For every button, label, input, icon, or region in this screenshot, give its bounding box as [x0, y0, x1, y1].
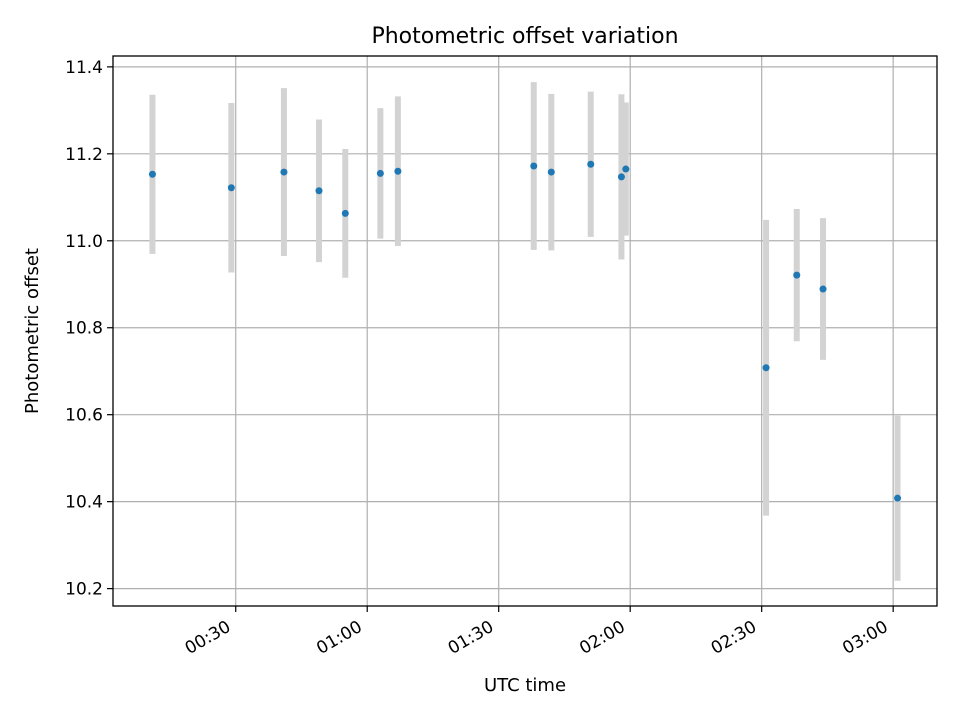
- data-point: [762, 364, 770, 372]
- y-tick-label: 10.4: [65, 493, 103, 513]
- data-point: [376, 169, 384, 177]
- data-point: [587, 160, 595, 168]
- y-axis-ticks: 10.2 10.4 10.6 10.8 11.0 11.2 11.4: [65, 58, 113, 600]
- data-point: [227, 184, 235, 192]
- y-axis-label: Photometric offset: [22, 248, 43, 414]
- data-point: [341, 209, 349, 217]
- data-point: [819, 285, 827, 293]
- y-tick-label: 11.4: [65, 58, 103, 78]
- data-point: [280, 168, 288, 176]
- y-tick-label: 10.2: [65, 580, 103, 600]
- data-point: [622, 165, 630, 173]
- x-axis-label: UTC time: [484, 675, 566, 696]
- y-tick-label: 10.8: [65, 319, 103, 339]
- y-tick-label: 10.6: [65, 406, 103, 426]
- chart-title: Photometric offset variation: [371, 24, 678, 49]
- data-point: [315, 187, 323, 195]
- data-point: [530, 162, 538, 170]
- data-point: [148, 170, 156, 178]
- y-tick-label: 11.2: [65, 145, 103, 165]
- y-tick-label: 11.0: [65, 232, 103, 252]
- plot-frame: [112, 55, 938, 607]
- data-point: [547, 168, 555, 176]
- data-point: [617, 173, 625, 181]
- data-point: [894, 494, 902, 502]
- data-points: [148, 160, 902, 502]
- data-point: [793, 271, 801, 279]
- data-point: [394, 167, 402, 175]
